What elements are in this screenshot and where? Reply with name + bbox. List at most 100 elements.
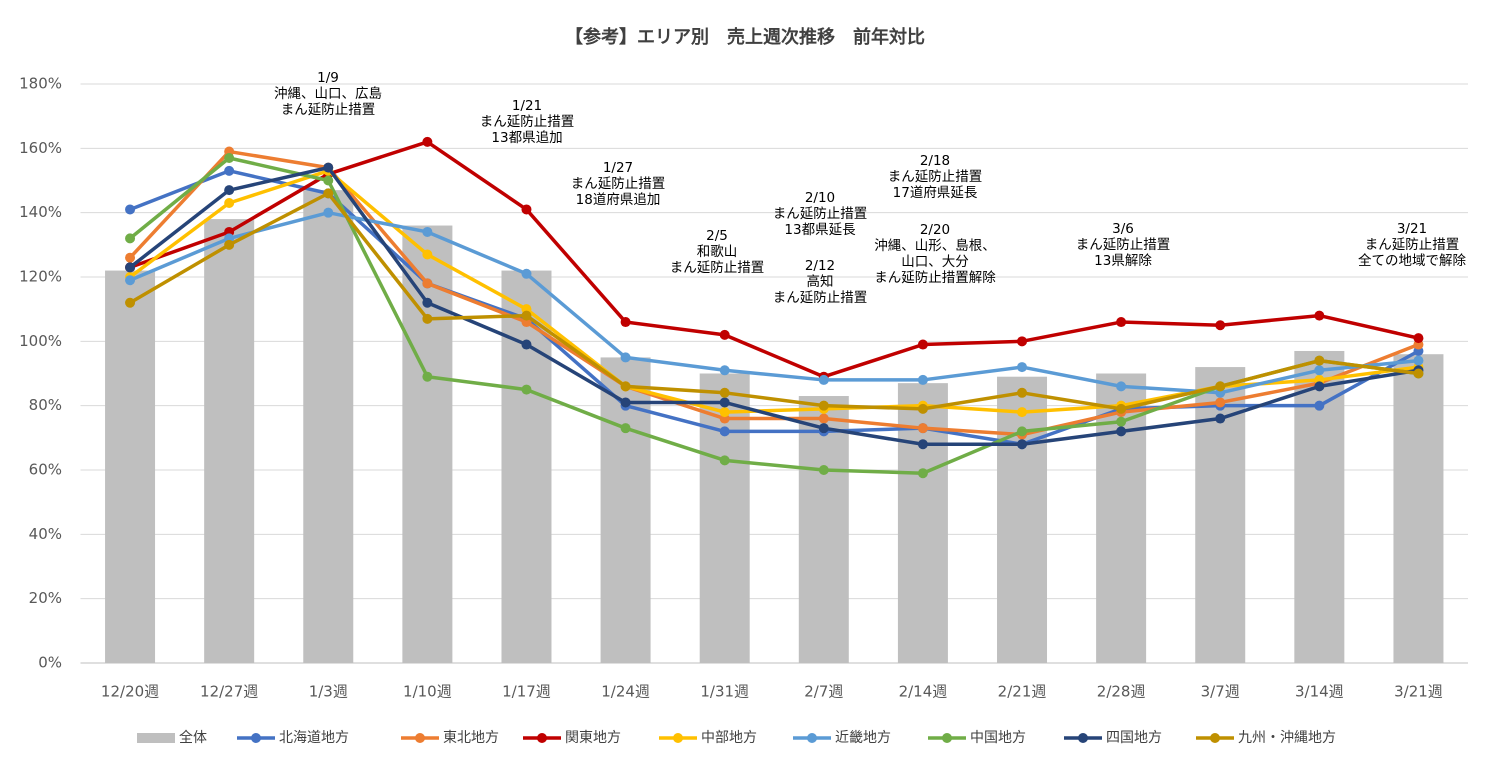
annotation: まん延防止措置解除 [874,270,996,286]
legend-label: 近畿地方 [835,730,891,746]
point [917,339,928,350]
point [917,423,928,434]
point [224,152,235,163]
annotation: 和歌山 [697,244,738,260]
y-tick-label: 80% [29,396,62,414]
point [1017,336,1028,347]
x-tick-label: 3/7週 [1201,683,1240,701]
series-line [129,169,1420,447]
point [224,185,235,196]
point [323,175,334,186]
bar [105,270,156,663]
point [620,352,631,363]
x-tick-label: 12/20週 [101,683,159,701]
x-tick-label: 1/31週 [700,683,749,701]
point [224,198,235,209]
legend-swatch [1078,733,1088,743]
point [719,365,730,376]
x-tick-label: 2/21週 [998,683,1047,701]
series-line [129,191,1419,411]
annotation: 2/10 [805,190,835,206]
legend-swatch [807,733,817,743]
legend-swatch [415,733,425,743]
annotation: まん延防止措置 [480,114,575,130]
point [719,387,730,398]
point [422,226,433,237]
point [1215,381,1226,392]
legend-label: 関東地方 [565,730,621,746]
y-tick-label: 180% [19,75,62,93]
point [125,262,136,273]
point [521,339,532,350]
point [1116,426,1127,437]
annotation: 17道府県延長 [893,185,978,201]
annotation: 13県解除 [1094,253,1152,269]
point [422,313,433,324]
legend-swatch [673,733,683,743]
annotation: まん延防止措置 [670,260,765,276]
x-tick-label: 2/14週 [899,683,948,701]
bar [1393,354,1444,663]
annotation: 1/9 [317,70,339,86]
point [1314,310,1325,321]
x-tick-label: 1/3週 [309,683,348,701]
legend-label: 北海道地方 [279,730,349,746]
bar [798,396,849,663]
legend-swatch [251,733,261,743]
legend-swatch [942,733,952,743]
annotation: まん延防止措置 [281,102,376,118]
x-tick-label: 1/17週 [502,683,551,701]
point [917,374,928,385]
annotation: 全ての地域で解除 [1358,252,1466,269]
annotation: 山口、大分 [901,254,969,270]
point [917,468,928,479]
annotation: 高知 [807,273,834,290]
legend-label: 中国地方 [970,730,1026,746]
annotation: まん延防止措置 [888,169,983,185]
point [1314,400,1325,411]
point [422,136,433,147]
legend-label: 九州・沖縄地方 [1238,730,1336,746]
point [1314,381,1325,392]
y-tick-label: 40% [29,525,62,543]
point [1116,403,1127,414]
chart-title: 【参考】エリア別 売上週次推移 前年対比 [565,26,925,48]
point [323,207,334,218]
annotation: 1/21 [512,98,542,114]
annotation: 1/27 [603,160,633,176]
annotation: まん延防止措置 [773,206,868,222]
point [719,397,730,408]
point [1017,426,1028,437]
point [125,204,136,215]
point [1413,368,1424,379]
point [323,162,334,173]
y-tick-label: 20% [29,589,62,607]
point [125,297,136,308]
x-tick-label: 12/27週 [200,683,258,701]
point [422,297,433,308]
y-tick-label: 140% [19,203,62,221]
legend-label: 全体 [179,729,207,746]
point [521,310,532,321]
annotation: 沖縄、山形、島根、 [874,238,996,254]
point [719,455,730,466]
legend-label: 東北地方 [443,730,499,746]
point [125,252,136,263]
point [917,439,928,450]
point [1413,355,1424,366]
x-tick-label: 2/7週 [804,683,843,701]
point [1017,439,1028,450]
legend-swatch [137,733,175,743]
point [422,371,433,382]
point [620,423,631,434]
y-tick-label: 100% [19,332,62,350]
point [224,165,235,176]
point [1215,413,1226,424]
point [719,426,730,437]
point [1314,355,1325,366]
point [1215,320,1226,331]
annotation: 3/21 [1397,221,1427,237]
annotation: 3/6 [1112,221,1134,237]
annotation: 18道府県追加 [576,192,661,208]
